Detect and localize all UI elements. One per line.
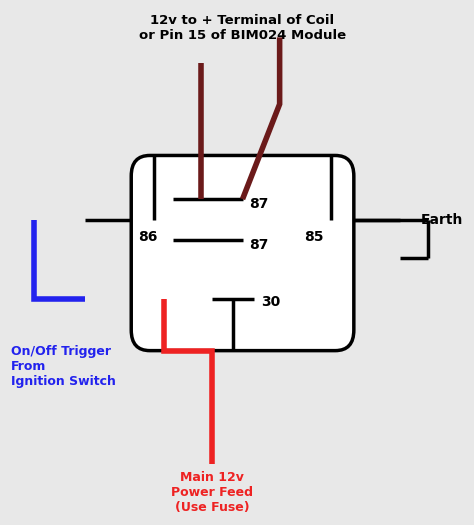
Text: 85: 85 xyxy=(304,230,324,244)
Text: On/Off Trigger
From
Ignition Switch: On/Off Trigger From Ignition Switch xyxy=(10,345,116,388)
Text: 86: 86 xyxy=(138,230,157,244)
Text: Earth: Earth xyxy=(421,213,464,227)
Text: 87: 87 xyxy=(249,197,269,211)
Text: 12v to + Terminal of Coil
or Pin 15 of BIM024 Module: 12v to + Terminal of Coil or Pin 15 of B… xyxy=(139,14,346,42)
Text: Main 12v
Power Feed
(Use Fuse): Main 12v Power Feed (Use Fuse) xyxy=(172,471,254,514)
Text: 30: 30 xyxy=(261,295,280,309)
Text: 87: 87 xyxy=(249,238,269,253)
FancyBboxPatch shape xyxy=(131,155,354,351)
